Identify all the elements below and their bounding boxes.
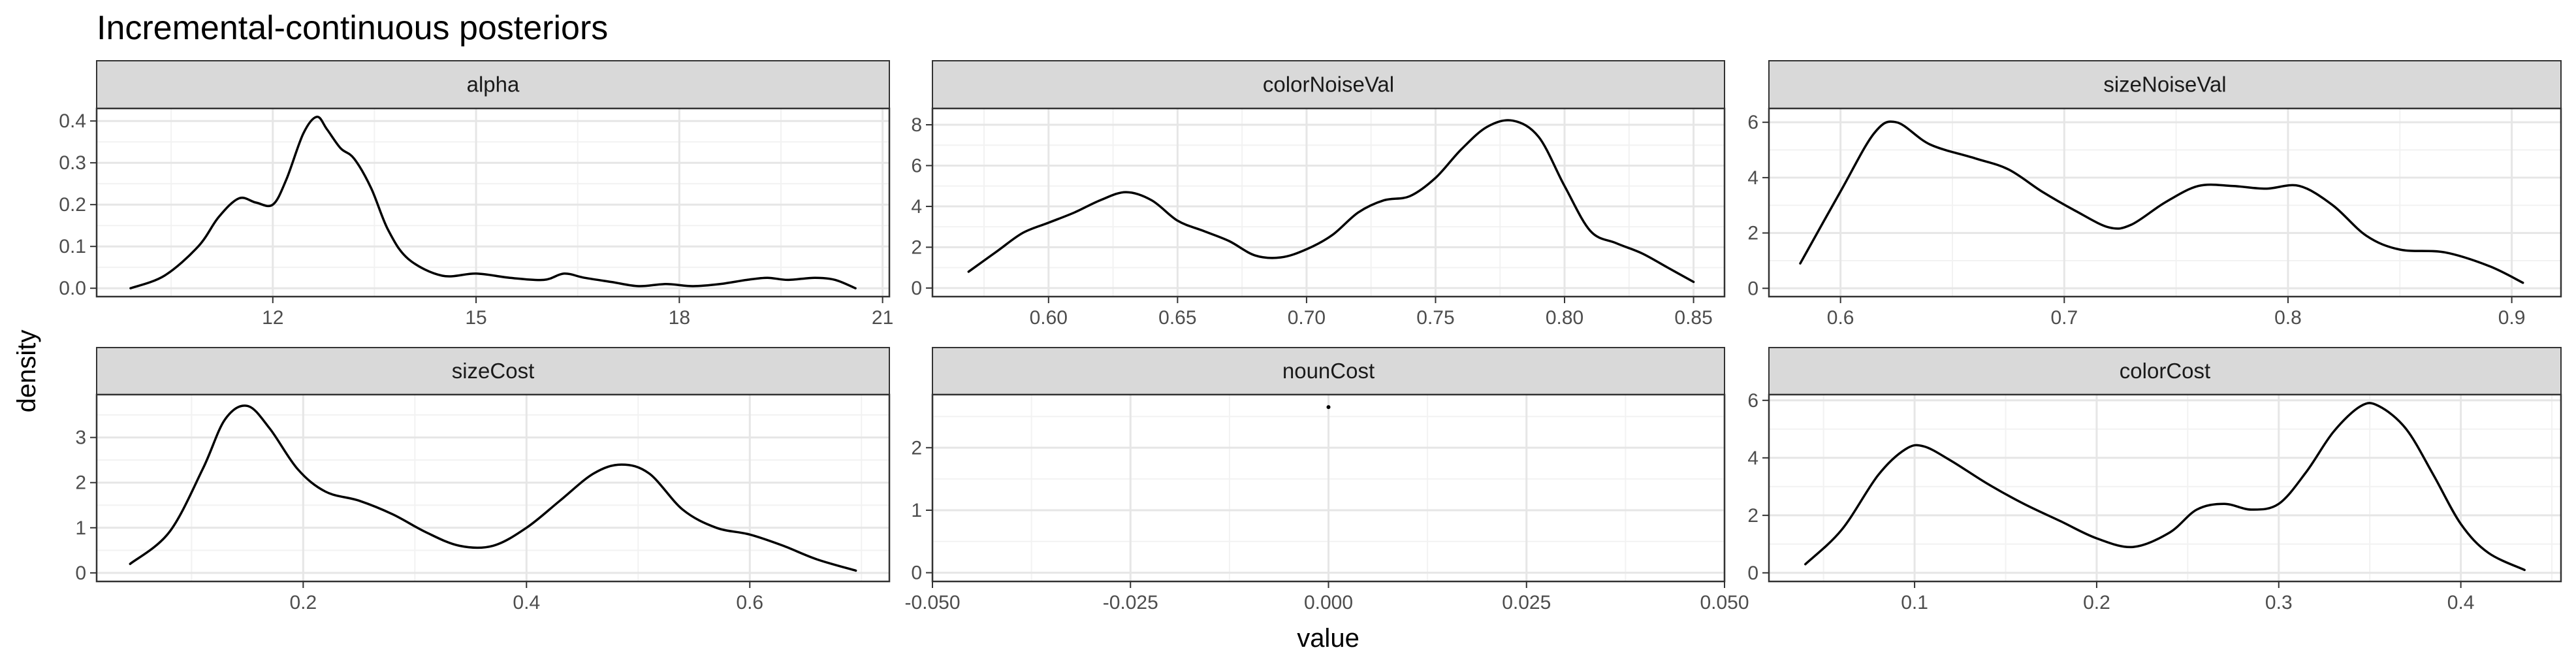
chart-title: Incremental-continuous posteriors [97,9,608,47]
x-tick-label: 0.80 [1546,307,1583,329]
y-tick-label: 0.2 [59,194,86,216]
y-tick-label: 1 [75,517,86,539]
facet-panel-colorCost: colorCost 0.1 0.2 0.3 0.4 0 2 4 6 [1747,347,2562,613]
y-tick-label: 0 [1747,278,1758,299]
x-tick-label: 0.4 [2447,592,2475,613]
x-tick-label: 0.70 [1288,307,1326,329]
density-line-colorNoiseVal [967,119,1695,284]
facet-strip [1768,347,2562,395]
y-tick-label: 2 [911,437,922,459]
y-tick-label: 2 [75,472,86,494]
x-tick-label: 0.7 [2050,307,2078,329]
x-tick-label: 0.2 [289,592,317,613]
facet-panel-nounCost: nounCost -0.050 -0.025 0.000 0.025 0.050 0 1 2 [904,347,1749,613]
x-tick-label: 0.050 [1700,592,1749,613]
y-tick-label: 0.0 [59,278,86,299]
y-tick-label: 0 [75,563,86,584]
x-tick-label: 0.8 [2274,307,2302,329]
y-tick-label: 6 [1747,390,1758,412]
panel-background [1769,395,2561,581]
x-tick-label: 0.75 [1416,307,1454,329]
facet-strip [96,347,890,395]
x-tick-label: 0.025 [1502,592,1551,613]
facet-panel-sizeCost: sizeCost 0.2 0.4 0.6 0 1 2 3 [75,347,891,613]
facet-strip-label: nounCost [1282,359,1375,383]
facet-strip-label: sizeNoiseVal [2103,73,2226,97]
density-point-nounCost [1326,405,1331,410]
x-tick-label: -0.050 [904,592,960,613]
y-tick-label: 1 [911,500,922,521]
y-axis-title: density [12,330,41,413]
facet-strip-label: sizeCost [452,359,535,383]
facet-strip [932,347,1725,395]
y-tick-label: 8 [911,114,922,136]
x-tick-label: 18 [669,307,690,329]
density-line-colorCost [1804,402,2526,572]
y-tick-label: 2 [911,237,922,258]
x-tick-label: 0.60 [1030,307,1068,329]
x-tick-label: 0.85 [1674,307,1712,329]
x-tick-label: 0.9 [2498,307,2526,329]
panel-background [97,395,889,581]
facet-strip-label: colorCost [2120,359,2210,383]
facet-strip-label: alpha [467,73,520,97]
panel-background [97,108,889,297]
panel-background [932,108,1725,297]
y-tick-label: 0.3 [59,152,86,174]
density-line-sizeNoiseVal [1799,120,2524,284]
density-line-alpha [129,116,857,289]
x-tick-label: 0.2 [2083,592,2110,613]
y-tick-label: 3 [75,427,86,449]
facet-panel-sizeNoiseVal: sizeNoiseVal 0.6 0.7 0.8 0.9 0 2 4 6 [1747,60,2562,329]
facet-strip [96,60,890,109]
x-tick-label: 21 [872,307,893,329]
density-line-sizeCost [129,404,857,572]
panel-border [1768,107,2562,298]
x-tick-label: 0.3 [2265,592,2293,613]
x-axis-title: value [1297,624,1360,653]
panel-border [95,393,891,583]
y-tick-label: 4 [911,196,922,218]
x-tick-label: 12 [262,307,283,329]
facet-strip [932,60,1725,109]
facet-strip-label: colorNoiseVal [1263,73,1394,97]
facet-panel-colorNoiseVal: colorNoiseVal 0.60 0.65 0.70 0.75 0.80 0.85 0 2 4… [911,60,1726,329]
x-tick-label: 0.6 [736,592,763,613]
x-tick-label: 0.000 [1304,592,1353,613]
x-tick-label: -0.025 [1103,592,1158,613]
y-tick-label: 6 [911,155,922,176]
panel-border [1768,393,2562,583]
y-tick-label: 4 [1747,448,1758,469]
y-tick-label: 0 [911,278,922,299]
y-tick-label: 0.4 [59,110,86,132]
x-tick-label: 0.6 [1827,307,1854,329]
panel-border [931,107,1726,298]
y-tick-label: 0 [911,563,922,584]
x-tick-label: 0.65 [1158,307,1196,329]
y-tick-label: 0.1 [59,236,86,257]
facet-strip [1768,60,2562,109]
y-tick-label: 2 [1747,505,1758,527]
facet-panel-alpha: alpha 12 15 18 21 0.0 0.1 0.2 0.3 0.4 [59,60,893,329]
y-tick-label: 4 [1747,167,1758,189]
y-tick-label: 2 [1747,223,1758,244]
y-tick-label: 0 [1747,563,1758,584]
x-tick-label: 0.4 [513,592,540,613]
y-tick-label: 6 [1747,112,1758,133]
x-tick-label: 15 [465,307,486,329]
panel-border [931,393,1726,583]
x-tick-label: 0.1 [1901,592,1928,613]
panel-border [95,107,891,298]
